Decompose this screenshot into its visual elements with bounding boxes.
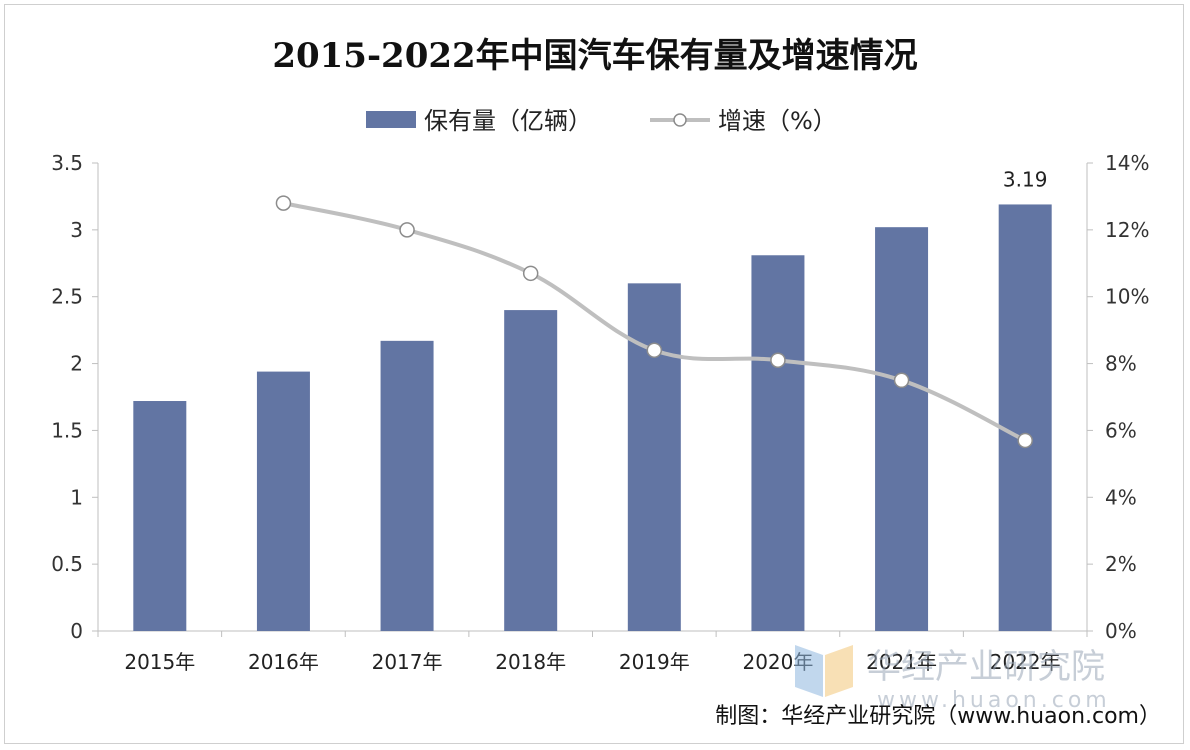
left-tick-label: 3.5 [51,151,83,175]
growth-point [275,195,292,211]
bar [998,204,1052,632]
left-tick-label: 0.5 [51,552,83,576]
left-tick-label: 3 [70,218,83,242]
left-tick-label: 1 [70,485,83,509]
watermark-logo [795,645,853,697]
legend-line-marker [673,113,687,127]
bar [627,283,681,631]
right-tick-label: 6% [1105,418,1137,442]
bar [133,401,187,631]
x-tick-label: 2018年 [495,650,566,674]
growth-point [522,265,539,282]
right-axis-ticks: 0% 2% 4% 6% 8% 10% 12% 14% [1087,151,1149,643]
chart-canvas: 2015-2022年中国汽车保有量及增速情况 保有量（亿辆） 增速（%） 0 0.… [51,36,1161,729]
right-tick-label: 14% [1105,151,1149,175]
bar [875,227,929,631]
bar [256,371,310,631]
legend-bar-swatch [366,111,416,128]
right-tick-label: 12% [1105,218,1149,242]
left-tick-label: 1.5 [51,418,83,442]
left-tick-label: 2 [70,352,83,376]
x-tick-label: 2017年 [372,650,443,674]
x-tick-label: 2019年 [619,650,690,674]
x-tick-label: 2016年 [248,650,319,674]
legend-bar-label: 保有量（亿辆） [424,107,592,135]
right-tick-label: 10% [1105,285,1149,309]
bar [504,310,558,631]
growth-point [646,342,663,358]
bar [751,255,805,631]
x-tick-label: 2022年 [990,650,1061,674]
x-tick-label: 2015年 [124,650,195,674]
growth-point [1017,432,1033,449]
line-series [275,195,1033,449]
data-labels: 3.19 [1003,167,1048,191]
bar-series [133,204,1052,632]
left-tick-label: 0 [70,619,83,643]
watermark-url: www.huaon.com [877,688,1111,713]
x-tick-label: 2021年 [866,650,937,674]
right-tick-label: 2% [1105,552,1137,576]
watermark-name: 华经产业研究院 [867,647,1105,687]
chart-title: 2015-2022年中国汽车保有量及增速情况 [272,36,917,76]
right-tick-label: 0% [1105,619,1137,643]
growth-point [893,372,910,389]
growth-point [399,222,415,238]
legend-line-label: 增速（%） [718,107,837,135]
source-note: 制图：华经产业研究院（www.huaon.com） [715,704,1161,729]
right-tick-label: 8% [1105,352,1137,376]
growth-point [770,352,786,368]
watermark: 华经产业研究院 www.huaon.com [795,645,1111,713]
legend: 保有量（亿辆） 增速（%） [366,107,837,135]
left-axis-ticks: 0 0.5 1 1.5 2 2.5 3 3.5 [51,151,98,643]
data-label: 3.19 [1003,167,1048,191]
chart-frame: 2015-2022年中国汽车保有量及增速情况 保有量（亿辆） 增速（%） 0 0.… [4,4,1184,744]
right-tick-label: 4% [1105,485,1137,509]
left-tick-label: 2.5 [51,285,83,309]
bar [380,340,434,631]
